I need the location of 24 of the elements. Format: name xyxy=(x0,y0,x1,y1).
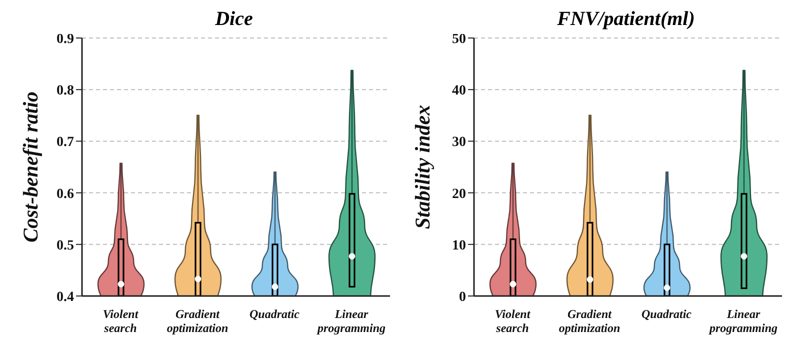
y-tick-label: 0 xyxy=(459,290,466,305)
y-tick-label: 0.4 xyxy=(56,290,74,305)
y-tick-label: 0.9 xyxy=(56,32,74,47)
x-tick-label: Gradient optimization xyxy=(558,307,620,335)
chart-title: FNV/patient(ml) xyxy=(557,8,695,30)
x-tick-label: Violent search xyxy=(494,307,531,335)
y-tick-label: 0.7 xyxy=(56,135,74,150)
x-tick-label: Violent search xyxy=(102,307,139,335)
y-tick-label: 10 xyxy=(452,238,466,254)
x-tick-label: Linear programming xyxy=(316,307,386,335)
y-tick-label: 20 xyxy=(452,186,466,202)
x-tick-label: Linear programming xyxy=(708,307,778,335)
x-tick-label: Quadratic xyxy=(249,307,300,321)
y-tick-label: 0.5 xyxy=(56,238,74,254)
y-axis-title: Stability index xyxy=(410,104,434,230)
chart-title: Dice xyxy=(215,8,253,30)
y-tick-label: 0.6 xyxy=(56,186,74,202)
x-tick-label: Quadratic xyxy=(641,307,692,321)
y-tick-label: 30 xyxy=(452,135,466,150)
y-tick-label: 0.8 xyxy=(56,84,74,99)
y-tick-label: 50 xyxy=(452,32,466,47)
y-tick-label: 40 xyxy=(452,84,466,99)
x-tick-label: Gradient optimization xyxy=(166,307,228,335)
y-axis-title: Cost-benefit ratio xyxy=(18,91,42,243)
